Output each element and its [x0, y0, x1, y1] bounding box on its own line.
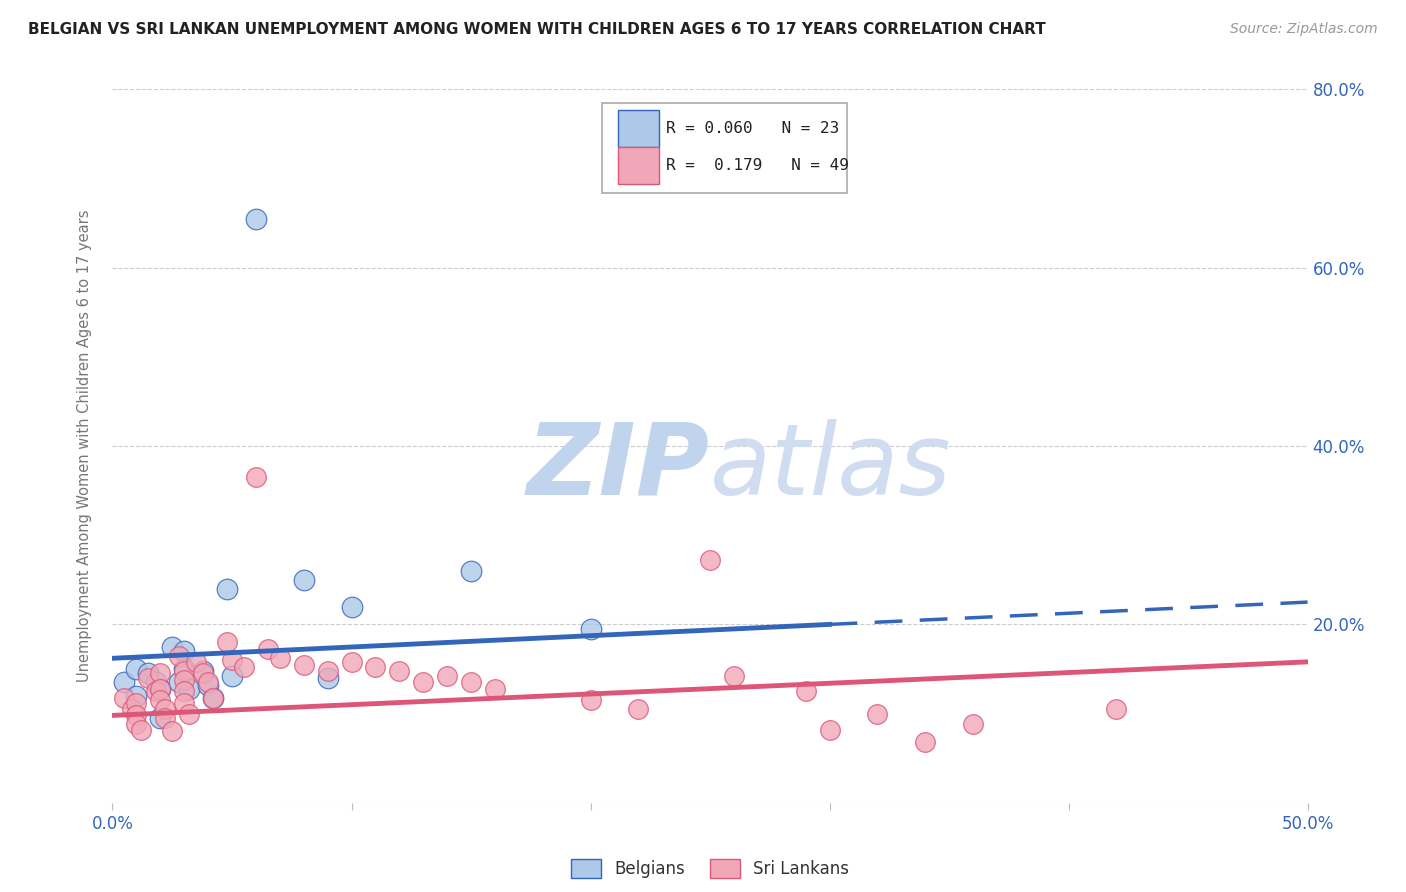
- Text: BELGIAN VS SRI LANKAN UNEMPLOYMENT AMONG WOMEN WITH CHILDREN AGES 6 TO 17 YEARS : BELGIAN VS SRI LANKAN UNEMPLOYMENT AMONG…: [28, 22, 1046, 37]
- Point: [193, 666, 215, 681]
- Point: [149, 711, 172, 725]
- Point: [149, 666, 172, 681]
- Point: [292, 657, 315, 672]
- Point: [173, 644, 195, 658]
- Point: [484, 681, 506, 696]
- Point: [125, 696, 148, 710]
- Point: [364, 660, 387, 674]
- Point: [153, 702, 176, 716]
- Point: [177, 681, 200, 696]
- Point: [125, 689, 148, 703]
- FancyBboxPatch shape: [619, 110, 658, 147]
- Point: [245, 211, 267, 226]
- Point: [114, 675, 135, 690]
- Point: [173, 662, 195, 676]
- Point: [866, 706, 889, 721]
- Point: [149, 681, 172, 696]
- Text: R = 0.060   N = 23: R = 0.060 N = 23: [666, 121, 839, 136]
- Point: [221, 669, 243, 683]
- Point: [162, 724, 183, 739]
- Point: [125, 717, 148, 731]
- Point: [723, 669, 745, 683]
- Point: [269, 651, 291, 665]
- Point: [579, 622, 602, 636]
- FancyBboxPatch shape: [619, 147, 658, 184]
- Point: [794, 684, 817, 698]
- Point: [173, 696, 195, 710]
- Point: [114, 690, 135, 705]
- Point: [173, 664, 195, 678]
- Point: [162, 640, 183, 654]
- Point: [388, 664, 411, 678]
- Point: [245, 470, 267, 484]
- Point: [169, 675, 191, 690]
- Point: [138, 666, 160, 681]
- Point: [460, 675, 482, 690]
- FancyBboxPatch shape: [602, 103, 848, 193]
- Point: [579, 693, 602, 707]
- Point: [217, 582, 239, 596]
- Point: [316, 671, 339, 685]
- Point: [193, 664, 215, 678]
- Point: [201, 690, 224, 705]
- Point: [340, 599, 363, 614]
- Text: R =  0.179   N = 49: R = 0.179 N = 49: [666, 158, 849, 173]
- Point: [121, 702, 143, 716]
- Point: [125, 662, 148, 676]
- Point: [292, 573, 315, 587]
- Point: [232, 660, 256, 674]
- Legend: Belgians, Sri Lankans: Belgians, Sri Lankans: [564, 852, 856, 885]
- Point: [436, 669, 458, 683]
- Point: [145, 684, 167, 698]
- Point: [186, 655, 208, 669]
- Point: [197, 675, 219, 690]
- Point: [169, 648, 191, 663]
- Point: [201, 690, 224, 705]
- Point: [460, 564, 482, 578]
- Text: atlas: atlas: [710, 419, 952, 516]
- Point: [914, 735, 936, 749]
- Point: [153, 711, 176, 725]
- Point: [818, 723, 841, 737]
- Point: [699, 553, 721, 567]
- Point: [129, 723, 152, 737]
- Point: [412, 675, 434, 690]
- Point: [125, 708, 148, 723]
- Point: [173, 684, 195, 698]
- Point: [316, 664, 339, 678]
- Text: ZIP: ZIP: [527, 419, 710, 516]
- Y-axis label: Unemployment Among Women with Children Ages 6 to 17 years: Unemployment Among Women with Children A…: [77, 210, 91, 682]
- Point: [627, 702, 650, 716]
- Point: [257, 642, 280, 657]
- Point: [217, 635, 239, 649]
- Point: [138, 671, 160, 685]
- Point: [149, 681, 172, 696]
- Text: Source: ZipAtlas.com: Source: ZipAtlas.com: [1230, 22, 1378, 37]
- Point: [1105, 702, 1128, 716]
- Point: [173, 673, 195, 687]
- Point: [962, 717, 984, 731]
- Point: [145, 675, 167, 690]
- Point: [197, 678, 219, 692]
- Point: [221, 653, 243, 667]
- Point: [177, 706, 200, 721]
- Point: [340, 655, 363, 669]
- Point: [149, 693, 172, 707]
